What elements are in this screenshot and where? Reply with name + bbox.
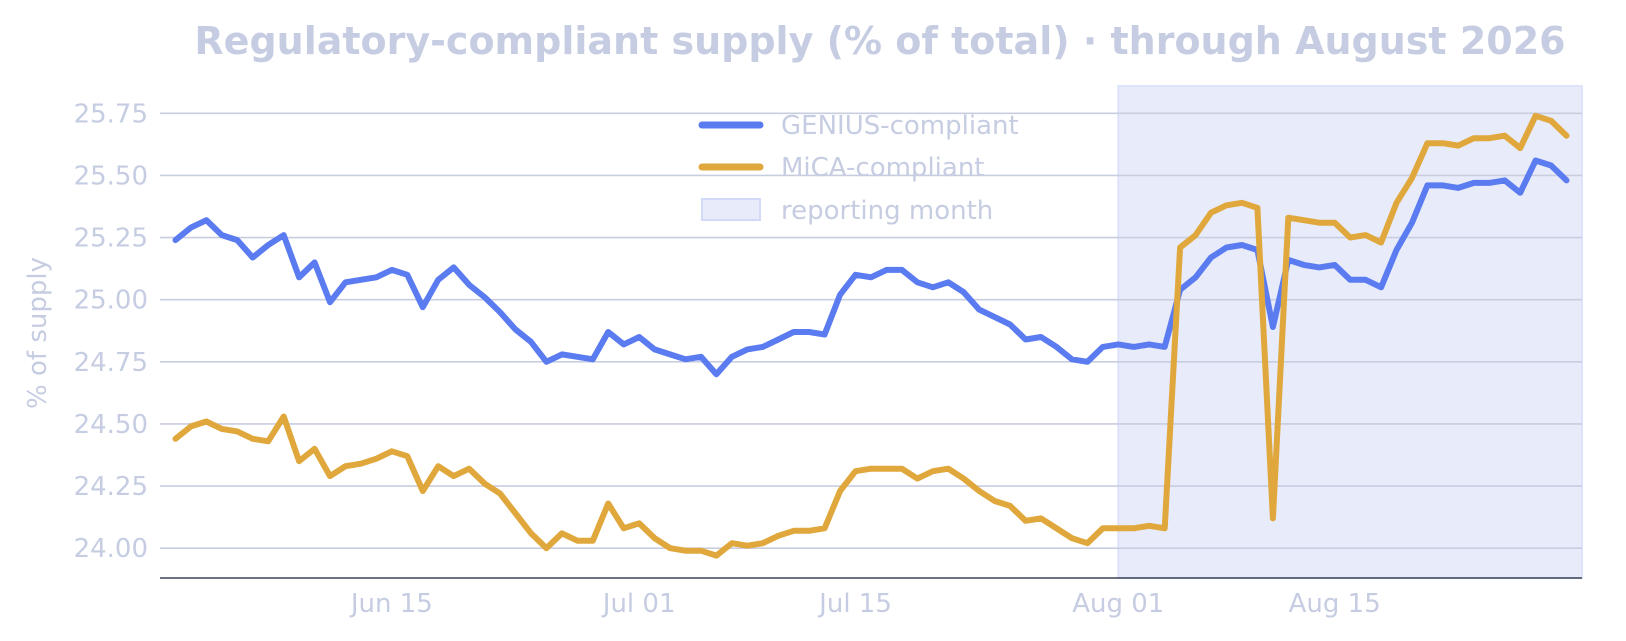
x-tick-label: Jun 15 <box>349 589 433 619</box>
highlight-layer <box>1117 85 1583 579</box>
series-line-genius <box>172 157 1570 378</box>
x-tick-label: Aug 01 <box>1072 589 1164 619</box>
y-tick-label: 24.25 <box>74 472 148 502</box>
y-tick-label: 25.50 <box>74 161 148 191</box>
y-tick-label: 25.00 <box>74 286 148 316</box>
legend-label-reporting-month: reporting month <box>781 196 993 226</box>
series-layer <box>172 112 1570 559</box>
tick-layer: 24.00 24.25 24.50 24.75 25.00 25.25 25.50 25.75… <box>74 99 1381 619</box>
legend-label-genius: GENIUS-compliant <box>781 111 1019 141</box>
reporting-month-band <box>1117 85 1583 579</box>
legend-swatch-reporting-month <box>701 198 761 221</box>
legend-label-mica: MiCA-compliant <box>781 153 985 183</box>
y-tick-label: 24.75 <box>74 348 148 378</box>
series-line-mica <box>172 112 1570 559</box>
x-tick-label: Jul 01 <box>601 589 676 619</box>
y-axis-label: % of supply <box>23 257 53 409</box>
y-tick-label: 24.50 <box>74 410 148 440</box>
y-tick-label: 24.00 <box>74 534 148 564</box>
x-tick-label: Aug 15 <box>1289 589 1381 619</box>
y-tick-label: 25.75 <box>74 99 148 129</box>
chart-title: Regulatory-compliant supply (% of total)… <box>194 19 1565 63</box>
x-tick-label: Jul 15 <box>817 589 892 619</box>
y-tick-label: 25.25 <box>74 224 148 254</box>
legend: GENIUS-compliant MiCA-compliant reportin… <box>698 111 1019 226</box>
grid-layer <box>160 112 1582 549</box>
